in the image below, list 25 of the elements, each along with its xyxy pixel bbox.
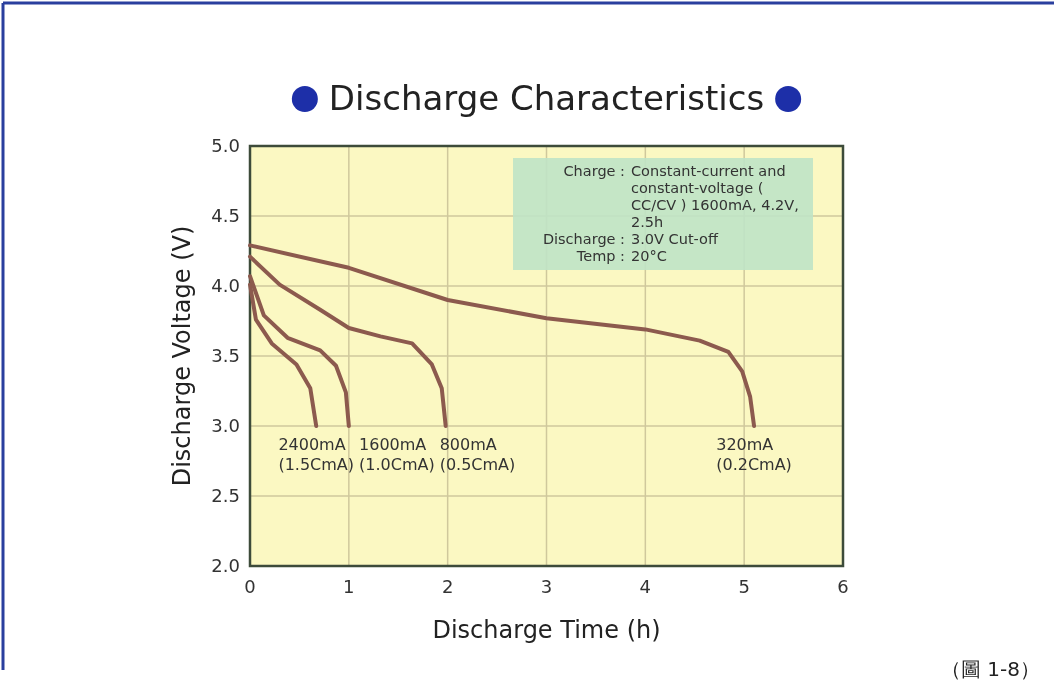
- series-label: 800mA (0.5CmA): [439, 435, 516, 474]
- series-label: 1600mA (1.0CmA): [359, 435, 435, 474]
- x-tick-label: 5: [738, 576, 750, 597]
- annotation: Charge : Constant-current and constant-voltage ( CC/CV ) 1600mA, 4.2V, 2.5h: [563, 163, 799, 230]
- x-tick-label: 4: [639, 576, 652, 597]
- y-tick-label: 4.0: [211, 275, 240, 296]
- x-tick-label: 0: [244, 576, 256, 597]
- x-tick-label: 3: [540, 576, 553, 597]
- y-tick-label: 3.5: [211, 345, 240, 366]
- text: （圖 1-8）: [940, 657, 1040, 681]
- y-tick-label: 2.0: [211, 555, 240, 576]
- series-label: 320mA (0.2CmA): [716, 435, 792, 474]
- x-tick-label: 6: [837, 576, 849, 597]
- chart-title: Discharge Characteristics: [328, 78, 765, 118]
- annotation: Discharge : 3.0V Cut-off: [542, 231, 719, 247]
- x-tick-label: 1: [343, 576, 355, 597]
- series-label: 2400mA (1.5CmA): [278, 435, 355, 474]
- y-tick-label: 5.0: [211, 135, 240, 156]
- y-tick-label: 3.0: [211, 415, 240, 436]
- annotation: Temp : 20°C: [575, 248, 667, 264]
- y-tick-label: 4.5: [211, 205, 240, 226]
- x-tick-label: 2: [441, 576, 454, 597]
- y-tick-label: 2.5: [211, 485, 240, 506]
- y-axis-title: Discharge Voltage (V): [168, 225, 196, 487]
- x-axis-title: Discharge Time (h): [432, 616, 661, 644]
